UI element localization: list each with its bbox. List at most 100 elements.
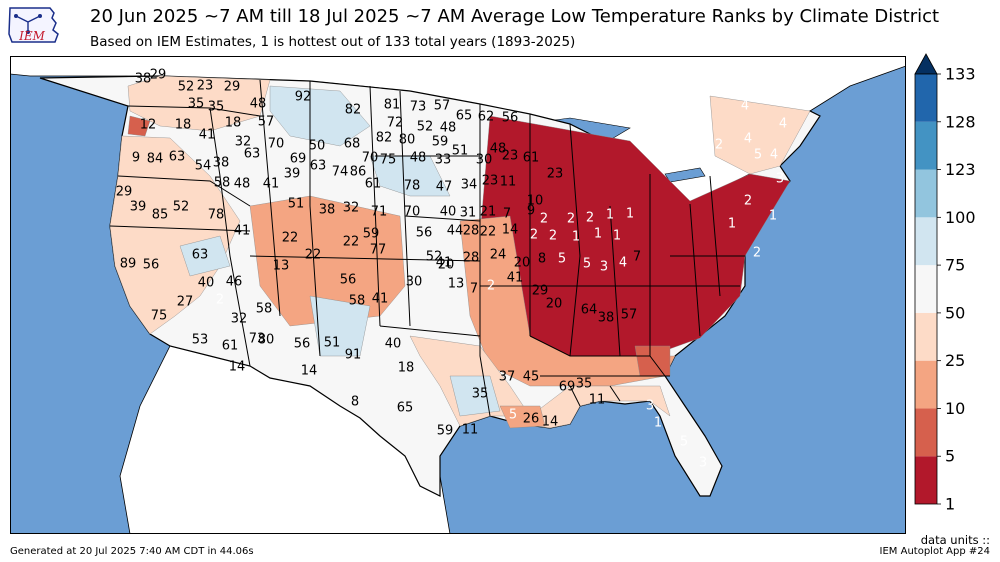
district-region-8 bbox=[269, 85, 371, 147]
state-line-20 bbox=[609, 385, 621, 402]
district-rank-label: 14 bbox=[229, 360, 246, 375]
district-rank-label: 18 bbox=[175, 118, 192, 133]
district-rank-label: 54 bbox=[195, 159, 212, 174]
state-line-13 bbox=[569, 123, 581, 357]
colorbar-bin bbox=[915, 360, 937, 409]
district-rank-label: 8 bbox=[351, 395, 359, 410]
district-rank-label: 26 bbox=[523, 412, 540, 427]
district-rank-label: 59 bbox=[363, 227, 380, 242]
colorbar-tick-label: 1 bbox=[945, 495, 955, 514]
district-rank-label: 59 bbox=[432, 135, 449, 150]
district-rank-label: 86 bbox=[350, 165, 367, 180]
generated-timestamp: Generated at 20 Jul 2025 7:40 AM CDT in … bbox=[10, 546, 254, 557]
district-region-15 bbox=[634, 345, 671, 377]
district-rank-label: 1 bbox=[728, 217, 736, 232]
district-rank-label: 41 bbox=[436, 256, 453, 271]
district-rank-label: 46 bbox=[226, 275, 243, 290]
district-rank-label: 48 bbox=[490, 142, 507, 157]
district-rank-label: 50 bbox=[309, 139, 326, 154]
district-rank-label: 81 bbox=[384, 98, 401, 113]
state-line-10 bbox=[479, 104, 491, 417]
district-rank-label: 38 bbox=[213, 156, 230, 171]
district-rank-label: 61 bbox=[222, 339, 239, 354]
district-rank-label: 69 bbox=[559, 380, 576, 395]
district-rank-label: 72 bbox=[387, 116, 404, 131]
district-rank-label: 61 bbox=[365, 177, 382, 192]
district-rank-label: 4 bbox=[619, 256, 627, 271]
district-rank-label: 9 bbox=[132, 151, 140, 166]
data-units-label: data units :: bbox=[920, 533, 990, 547]
district-rank-label: 63 bbox=[310, 159, 327, 174]
district-rank-label: 3 bbox=[776, 172, 784, 187]
district-rank-label: 53 bbox=[192, 333, 209, 348]
district-rank-label: 52 bbox=[417, 120, 434, 135]
district-rank-label: 52 bbox=[178, 80, 195, 95]
district-rank-label: 1 bbox=[613, 229, 621, 244]
district-rank-label: 57 bbox=[258, 115, 275, 130]
district-rank-label: 71 bbox=[371, 205, 388, 220]
district-rank-label: 75 bbox=[151, 309, 168, 324]
district-rank-label: 65 bbox=[456, 109, 473, 124]
district-rank-label: 12 bbox=[140, 118, 157, 133]
district-rank-label: 48 bbox=[410, 151, 427, 166]
district-rank-label: 7 bbox=[470, 282, 478, 297]
district-rank-label: 63 bbox=[244, 147, 261, 162]
chart-subtitle: Based on IEM Estimates, 1 is hottest out… bbox=[90, 34, 576, 50]
district-rank-label: 65 bbox=[397, 401, 414, 416]
district-rank-label: 2 bbox=[540, 212, 548, 227]
colorbar-tick-label: 128 bbox=[945, 112, 976, 131]
district-rank-label: 29 bbox=[150, 68, 167, 83]
district-rank-label: 1 bbox=[626, 207, 634, 222]
district-rank-label: 58 bbox=[214, 176, 231, 191]
district-rank-label: 22 bbox=[282, 231, 299, 246]
district-rank-label: 3 bbox=[646, 399, 654, 414]
district-rank-label: 85 bbox=[152, 208, 169, 223]
colorbar: 1 5 10 25 50 75 100 123 128 133 bbox=[914, 53, 976, 514]
district-rank-label: 51 bbox=[452, 144, 469, 159]
colorbar-tick-label: 100 bbox=[945, 208, 976, 227]
district-rank-label: 29 bbox=[532, 284, 549, 299]
state-line-14 bbox=[609, 205, 621, 357]
district-rank-label: 14 bbox=[542, 415, 559, 430]
district-rank-label: 56 bbox=[340, 273, 357, 288]
colorbar-tick-label: 10 bbox=[945, 399, 965, 418]
district-rank-label: 1 bbox=[654, 416, 662, 431]
district-rank-label: 32 bbox=[343, 201, 360, 216]
colorbar-bin bbox=[915, 408, 937, 457]
district-rank-label: 5 bbox=[558, 252, 566, 267]
district-rank-label: 14 bbox=[502, 223, 519, 238]
district-rank-label: 1 bbox=[769, 209, 777, 224]
district-rank-label: 1 bbox=[594, 227, 602, 242]
district-rank-label: 38 bbox=[598, 311, 615, 326]
district-rank-label: 32 bbox=[235, 135, 252, 150]
district-rank-label: 41 bbox=[372, 292, 389, 307]
district-rank-label: 2 bbox=[586, 211, 594, 226]
district-rank-label: 20 bbox=[438, 258, 455, 273]
district-rank-label: 2 bbox=[715, 138, 723, 153]
district-rank-label: 30 bbox=[406, 275, 423, 290]
district-rank-label: 13 bbox=[273, 259, 290, 274]
state-line-16 bbox=[689, 203, 701, 337]
district-rank-label: 4 bbox=[770, 148, 778, 163]
state-line-5 bbox=[369, 85, 381, 327]
district-rank-label: 56 bbox=[502, 111, 519, 126]
colorbar-tick-label: 75 bbox=[945, 256, 965, 275]
colorbar-tick-label: 50 bbox=[945, 303, 965, 322]
district-rank-label: 33 bbox=[435, 153, 452, 168]
district-rank-label: 13 bbox=[448, 277, 465, 292]
district-rank-label: 2 bbox=[216, 293, 224, 308]
district-rank-label: 5 bbox=[754, 148, 762, 163]
district-rank-label: 10 bbox=[527, 194, 544, 209]
district-rank-label: 70 bbox=[404, 205, 421, 220]
district-region-2 bbox=[249, 195, 406, 327]
state-line-22 bbox=[109, 225, 251, 232]
district-rank-label: 39 bbox=[130, 200, 147, 215]
district-rank-label: 41 bbox=[199, 128, 216, 143]
district-rank-label: 20 bbox=[546, 297, 563, 312]
district-rank-label: 74 bbox=[332, 165, 349, 180]
district-rank-label: 18 bbox=[398, 361, 415, 376]
district-region-4 bbox=[127, 75, 271, 132]
district-rank-label: 35 bbox=[472, 387, 489, 402]
district-rank-label: 34 bbox=[461, 178, 478, 193]
